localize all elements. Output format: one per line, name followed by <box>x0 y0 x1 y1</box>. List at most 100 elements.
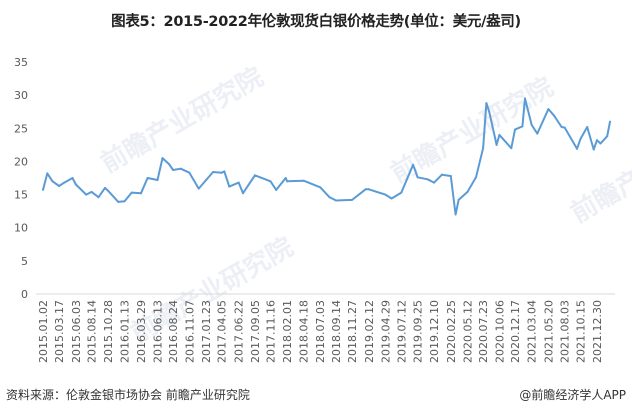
data-point <box>335 199 338 202</box>
data-point <box>454 213 457 216</box>
data-point <box>426 178 429 181</box>
x-tick-label: 2021.12.30 <box>591 300 604 363</box>
y-tick-label: 35 <box>14 56 28 69</box>
data-point <box>351 198 354 201</box>
x-tick-label: 2019.02.12 <box>363 300 376 363</box>
x-tick-label: 2020.10.06 <box>493 300 506 363</box>
y-tick-label: 20 <box>14 155 28 168</box>
data-point <box>457 198 460 201</box>
data-point <box>609 120 612 123</box>
y-tick-label: 15 <box>14 189 28 202</box>
data-point <box>596 139 598 142</box>
data-point <box>156 178 159 181</box>
data-point <box>74 183 77 186</box>
x-tick-label: 2018.02.01 <box>281 300 294 363</box>
x-tick-label: 2018.07.03 <box>314 300 327 363</box>
x-tick-label: 2017.06.22 <box>233 300 246 363</box>
x-tick-label: 2019.07.12 <box>395 300 408 363</box>
data-point <box>523 97 526 100</box>
data-point <box>495 143 498 146</box>
x-tick-label: 2021.05.20 <box>542 300 555 363</box>
data-point <box>228 185 231 188</box>
y-tick-label: 25 <box>14 122 28 135</box>
x-tick-label: 2016.01.13 <box>119 300 132 363</box>
data-point <box>530 123 533 126</box>
x-tick-label: 2016.08.24 <box>167 300 180 363</box>
data-point <box>606 135 609 138</box>
data-point <box>46 172 49 175</box>
data-point <box>161 157 164 160</box>
data-point <box>560 125 563 128</box>
data-point <box>498 133 501 136</box>
data-point <box>474 176 477 179</box>
data-point <box>241 192 244 195</box>
data-point <box>237 181 240 184</box>
data-point <box>553 114 556 117</box>
data-point <box>367 188 370 191</box>
data-point <box>384 193 387 196</box>
chart-title: 图表5：2015-2022年伦敦现货白银价格走势(单位：美元/盎司) <box>111 14 521 30</box>
data-point <box>536 132 539 135</box>
x-tick-label: 2017.04.05 <box>216 300 229 363</box>
data-point <box>416 176 419 179</box>
data-point <box>123 200 126 203</box>
data-point <box>485 102 488 105</box>
x-tick-label: 2018.04.18 <box>298 300 311 363</box>
data-point <box>284 177 287 179</box>
data-point <box>168 163 171 166</box>
x-tick-label: 2021.10.15 <box>575 300 588 363</box>
x-tick-label: 2017.11.16 <box>265 300 278 363</box>
data-point <box>58 184 61 187</box>
data-point <box>521 125 524 128</box>
x-tick-label: 2019.04.29 <box>379 300 392 363</box>
data-point <box>433 181 436 184</box>
data-point <box>592 148 595 151</box>
data-point <box>117 200 120 203</box>
y-tick-label: 5 <box>21 255 28 268</box>
data-point <box>140 192 143 195</box>
x-tick-label: 2020.02.25 <box>445 300 458 363</box>
x-tick-label: 2020.05.12 <box>462 300 475 363</box>
credit-note: @前瞻经济学人APP <box>519 388 626 402</box>
data-point <box>172 169 175 172</box>
x-tick-label: 2016.11.07 <box>183 300 196 363</box>
x-tick-label: 2015.01.02 <box>37 300 50 363</box>
data-point <box>197 187 200 190</box>
x-tick-label: 2020.12.17 <box>509 300 522 363</box>
data-point <box>212 171 215 174</box>
data-point <box>488 110 491 113</box>
data-point <box>576 147 579 150</box>
x-tick-label: 2016.06.13 <box>152 300 165 363</box>
data-point <box>563 126 566 129</box>
x-tick-label: 2016.03.29 <box>135 300 148 363</box>
data-point <box>130 191 133 194</box>
data-point <box>90 190 93 193</box>
price-line <box>42 97 611 216</box>
data-point <box>51 180 54 183</box>
x-tick-label: 2015.06.03 <box>70 300 83 363</box>
data-point <box>482 147 485 150</box>
x-tick-label: 2019.09.25 <box>412 300 425 363</box>
x-tick-label: 2020.07.23 <box>477 300 490 363</box>
x-tick-label: 2018.11.27 <box>346 300 359 363</box>
data-point <box>275 188 278 191</box>
data-point <box>390 197 393 200</box>
data-point <box>188 171 191 174</box>
data-point <box>510 147 513 150</box>
data-point <box>302 179 305 182</box>
x-tick-label: 2021.08.03 <box>559 300 572 363</box>
data-point <box>286 180 289 183</box>
data-point <box>63 181 66 184</box>
y-tick-label: 30 <box>14 89 28 102</box>
x-tick-label: 2015.10.28 <box>102 300 115 363</box>
y-tick-label: 0 <box>21 288 28 301</box>
data-point <box>104 186 107 189</box>
data-point <box>85 193 88 196</box>
data-point <box>42 188 44 191</box>
data-point <box>106 189 109 192</box>
data-point <box>179 167 182 170</box>
data-point <box>220 171 223 174</box>
data-point <box>328 196 331 199</box>
x-tick-label: 2018.09.14 <box>330 300 343 363</box>
